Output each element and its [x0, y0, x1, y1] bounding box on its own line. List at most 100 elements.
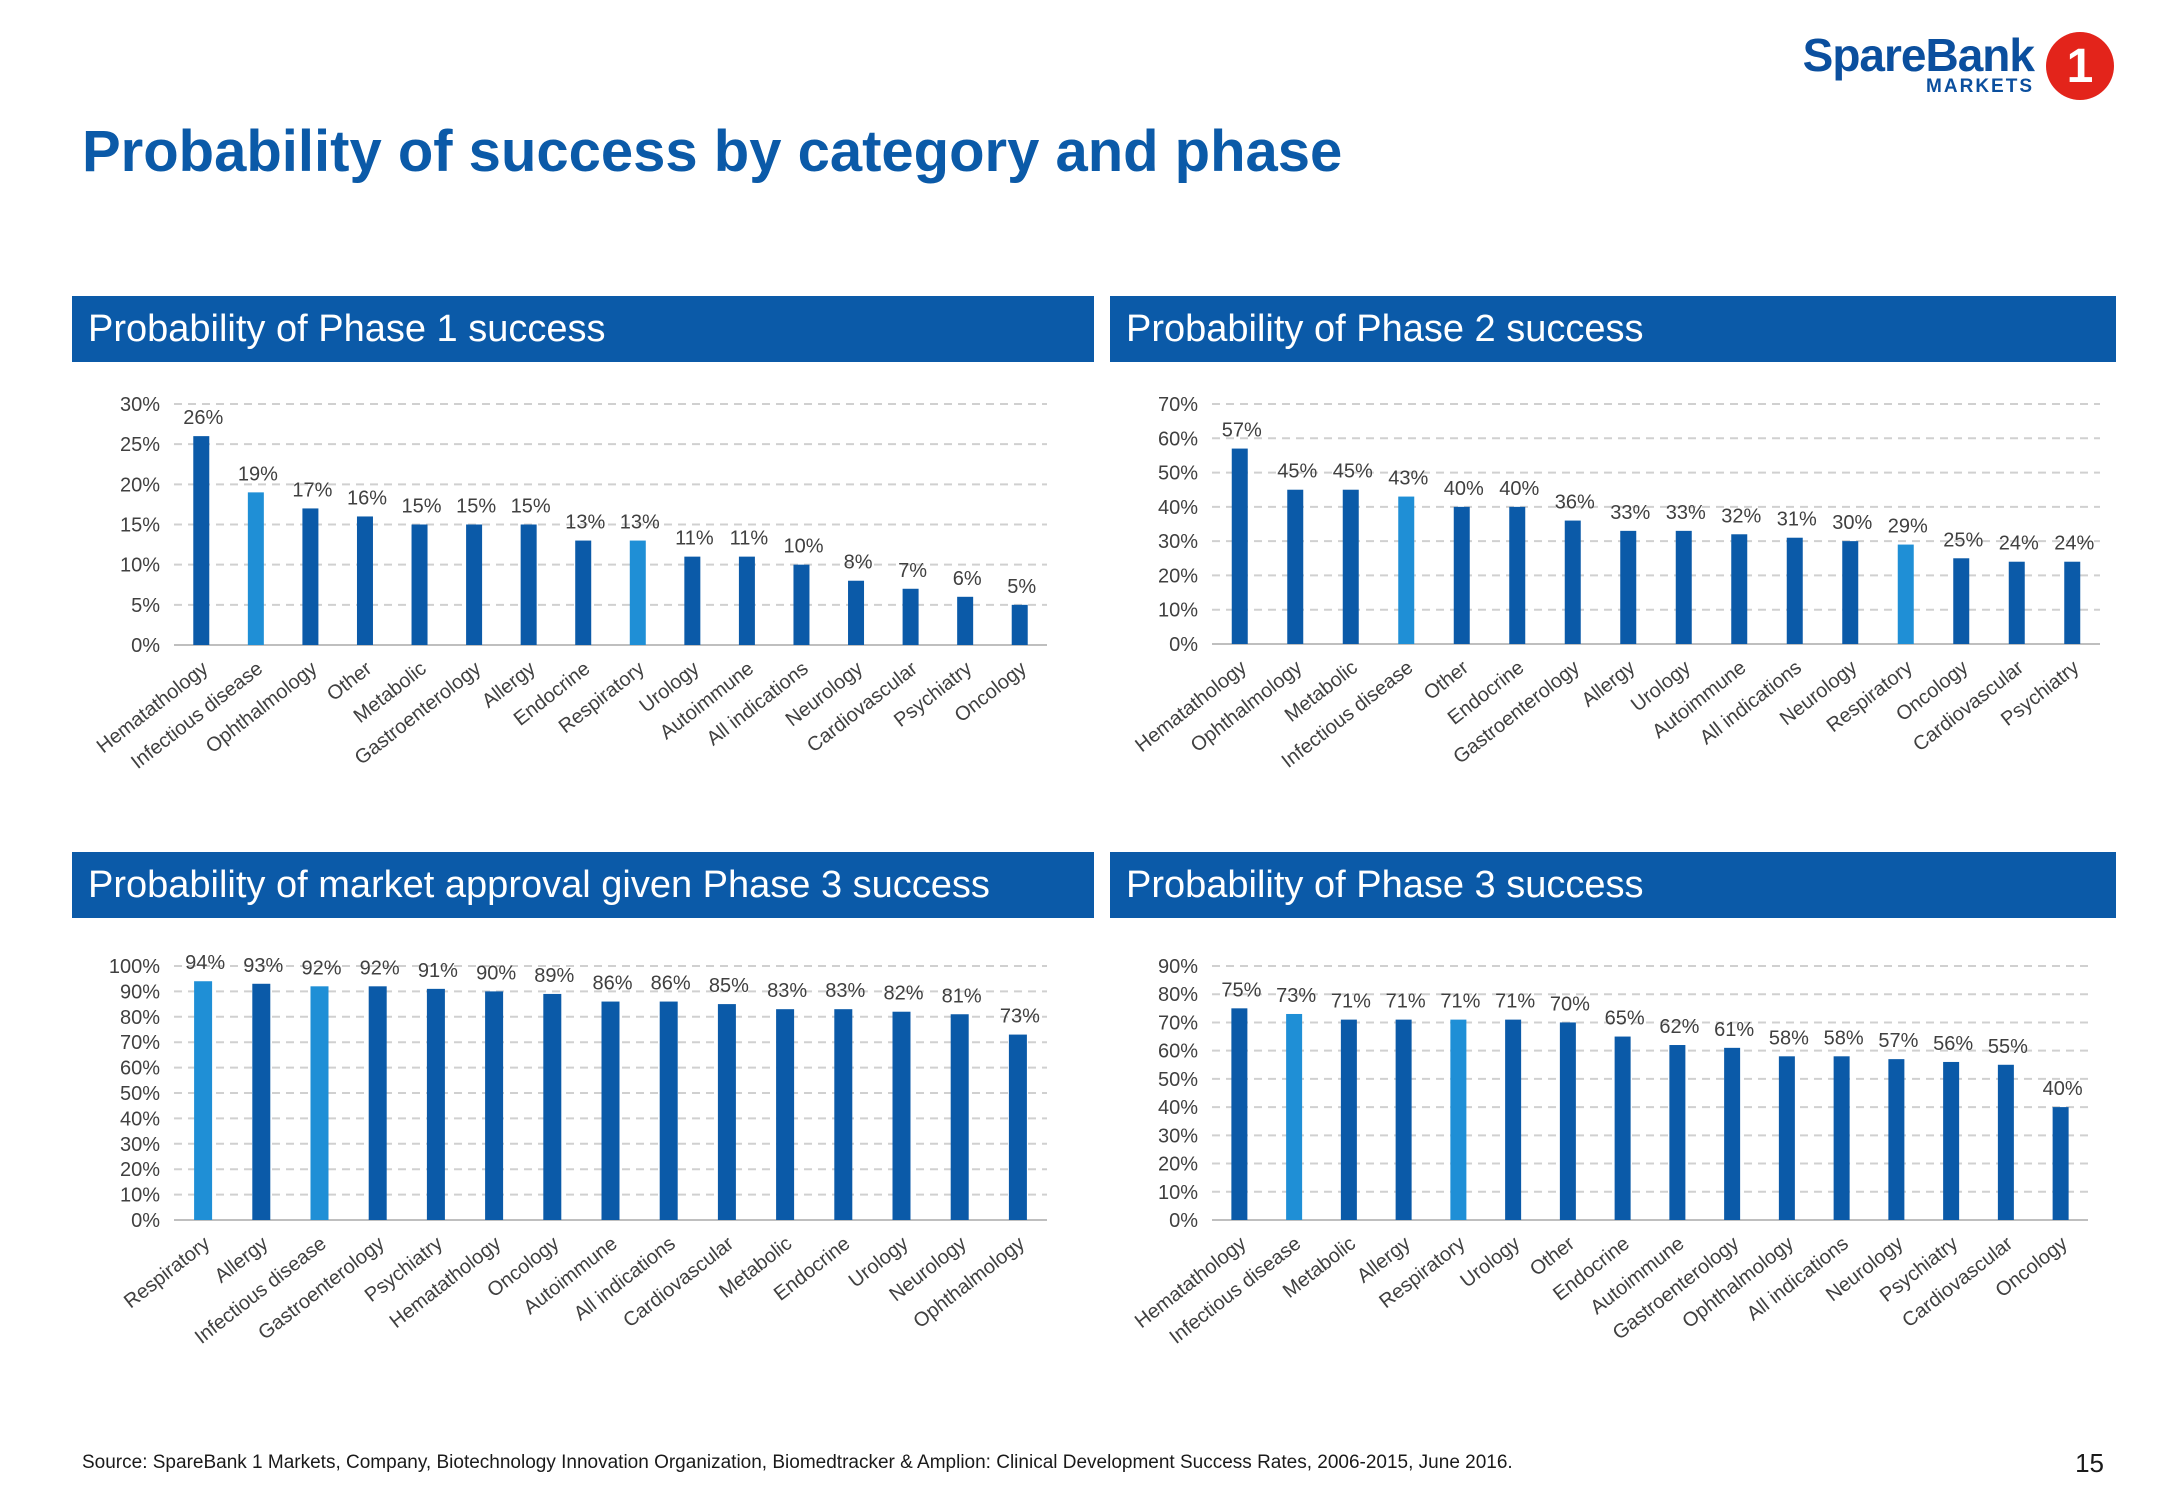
bar [247, 492, 264, 645]
bar [2064, 561, 2081, 644]
data-label: 89% [534, 965, 574, 987]
data-label: 83% [825, 980, 865, 1002]
data-label: 25% [1943, 529, 1983, 551]
data-label: 7% [898, 560, 927, 582]
data-label: 15% [456, 496, 496, 518]
bar [1450, 1019, 1467, 1220]
data-label: 62% [1659, 1016, 1699, 1038]
data-label: 71% [1331, 991, 1371, 1013]
bar [356, 516, 373, 645]
data-label: 13% [565, 512, 605, 534]
y-tick-label: 0% [131, 635, 160, 657]
chart-phase1: 0%5%10%15%20%25%30%26%Hematathology19%In… [93, 394, 1047, 774]
y-tick-label: 25% [120, 434, 160, 456]
data-label: 73% [1276, 985, 1316, 1007]
bar [1614, 1036, 1631, 1220]
bar [1997, 1064, 2014, 1220]
y-tick-label: 40% [120, 1108, 160, 1130]
bar [1286, 1013, 1303, 1220]
bar [1398, 496, 1415, 644]
y-tick-label: 15% [120, 515, 160, 537]
data-label: 94% [185, 952, 225, 974]
data-label: 73% [1000, 1006, 1040, 1028]
data-label: 19% [238, 463, 278, 485]
y-tick-label: 40% [1158, 497, 1198, 519]
data-label: 57% [1222, 420, 1262, 442]
data-label: 33% [1666, 502, 1706, 524]
y-tick-label: 20% [120, 474, 160, 496]
bar [834, 1009, 853, 1220]
chart-header-approval: Probability of market approval given Pha… [72, 852, 1094, 918]
data-label: 93% [243, 955, 283, 977]
data-label: 16% [347, 487, 387, 509]
bar [717, 1004, 736, 1220]
bar [1731, 534, 1748, 644]
data-label: 45% [1333, 461, 1373, 483]
bar [629, 540, 646, 645]
chart-header-phase3: Probability of Phase 3 success [1110, 852, 2116, 918]
bar [194, 981, 213, 1220]
bar [950, 1014, 969, 1220]
bar [368, 986, 387, 1220]
data-label: 65% [1605, 1008, 1645, 1030]
bar [1505, 1019, 1522, 1220]
y-tick-label: 30% [120, 1134, 160, 1156]
bar [1778, 1056, 1795, 1220]
bar [2008, 561, 2025, 644]
bar [252, 983, 271, 1220]
y-tick-label: 10% [1158, 1182, 1198, 1204]
y-tick-label: 5% [131, 595, 160, 617]
y-tick-label: 80% [1158, 984, 1198, 1006]
data-label: 26% [183, 407, 223, 429]
data-label: 17% [292, 479, 332, 501]
data-label: 82% [883, 983, 923, 1005]
data-label: 86% [651, 973, 691, 995]
bar [892, 1011, 911, 1220]
data-label: 29% [1888, 516, 1928, 538]
data-label: 90% [476, 962, 516, 984]
logo-mark: 1 [2046, 32, 2114, 100]
logo-sub: MARKETS [1926, 76, 2034, 97]
data-label: 40% [1444, 478, 1484, 500]
sparebank-logo: SpareBank MARKETS 1 [1803, 28, 2126, 104]
data-label: 58% [1824, 1027, 1864, 1049]
data-label: 92% [301, 957, 341, 979]
bar [738, 556, 755, 645]
logo-name: SpareBank [1802, 29, 2035, 81]
bar [601, 1001, 620, 1220]
chart-phase2: 0%10%20%30%40%50%60%70%57%Hematathology4… [1131, 394, 2100, 773]
bar [1342, 489, 1359, 644]
bar [1943, 1061, 1960, 1220]
bar [485, 991, 504, 1220]
x-tick-label: Respiratory [120, 1233, 214, 1313]
y-tick-label: 0% [131, 1210, 160, 1232]
data-label: 24% [2054, 533, 2094, 555]
y-tick-label: 10% [1158, 600, 1198, 622]
data-label: 24% [1999, 533, 2039, 555]
y-tick-label: 90% [120, 981, 160, 1003]
bar [411, 524, 428, 645]
y-tick-label: 90% [1158, 956, 1198, 978]
source-footnote: Source: SpareBank 1 Markets, Company, Bi… [82, 1452, 1513, 1473]
bar [1953, 558, 1970, 644]
data-label: 15% [402, 496, 442, 518]
bar [1011, 604, 1028, 645]
data-label: 33% [1610, 502, 1650, 524]
chart-header-phase1: Probability of Phase 1 success [72, 296, 1094, 362]
data-label: 61% [1714, 1019, 1754, 1041]
bar [1231, 1008, 1248, 1220]
bar [1675, 530, 1692, 644]
bar [1564, 520, 1581, 644]
data-label: 92% [360, 957, 400, 979]
data-label: 8% [844, 552, 873, 574]
x-tick-label: Urology [1456, 1233, 1524, 1293]
data-label: 56% [1933, 1033, 1973, 1055]
y-tick-label: 80% [120, 1007, 160, 1029]
chart-header-phase2: Probability of Phase 2 success [1110, 296, 2116, 362]
data-label: 15% [511, 496, 551, 518]
data-label: 70% [1550, 993, 1590, 1015]
data-label: 83% [767, 980, 807, 1002]
bar [1842, 541, 1859, 644]
y-tick-label: 20% [120, 1159, 160, 1181]
data-label: 71% [1386, 991, 1426, 1013]
